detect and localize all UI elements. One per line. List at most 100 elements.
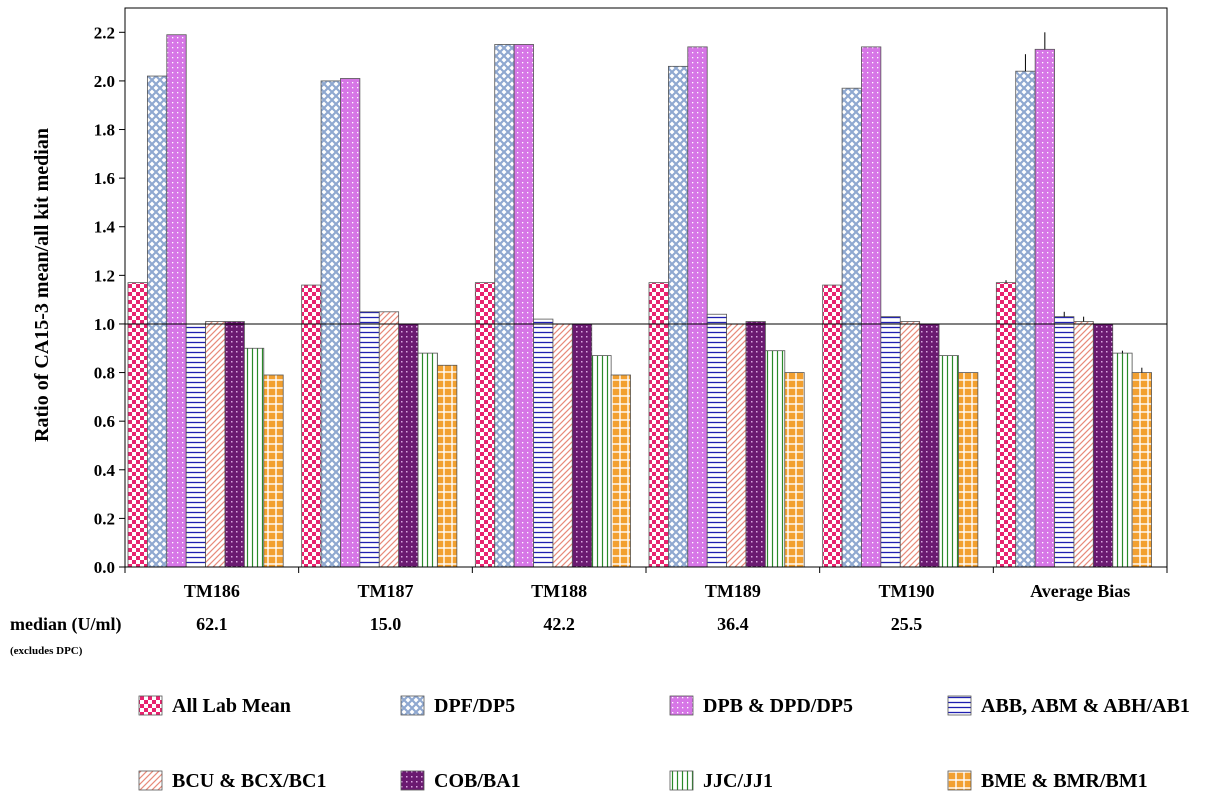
bar xyxy=(1034,48,1055,568)
bar xyxy=(571,323,593,568)
legend-swatch xyxy=(400,770,425,791)
bar xyxy=(243,347,265,568)
legend-swatch xyxy=(669,695,694,716)
legend-item: BME & BMR/BM1 xyxy=(947,770,1148,792)
bar xyxy=(1112,352,1133,568)
y-tick-label: 0.4 xyxy=(94,461,116,480)
bar-series-group xyxy=(127,34,1152,568)
y-tick-label: 1.0 xyxy=(94,315,115,334)
median-value: 25.5 xyxy=(891,614,923,634)
bar xyxy=(610,374,631,568)
bar xyxy=(437,364,458,568)
x-tick-label: Average Bias xyxy=(1030,581,1130,601)
legend-label: COB/BA1 xyxy=(434,770,521,792)
legend-item: All Lab Mean xyxy=(138,695,291,717)
bar xyxy=(784,372,805,568)
error-bar-group xyxy=(1005,32,1143,373)
bar xyxy=(880,316,901,568)
bar xyxy=(552,323,573,568)
bar xyxy=(995,282,1017,568)
legend-label: DPF/DP5 xyxy=(434,695,515,717)
bar xyxy=(263,374,284,568)
legend-item: COB/BA1 xyxy=(400,770,521,792)
y-tick-label: 0.6 xyxy=(94,412,115,431)
legend: All Lab Mean DPF/DP5 DPB & DPD/DP5 ABB, ABM… xyxy=(138,695,1190,792)
x-tick-label: TM189 xyxy=(705,581,761,601)
bar xyxy=(687,46,708,568)
legend-item: DPF/DP5 xyxy=(400,695,515,717)
y-axis-label: Ratio of CA15-3 mean/all kit median xyxy=(31,128,53,442)
legend-label: DPB & DPD/DP5 xyxy=(703,695,853,717)
legend-label: BME & BMR/BM1 xyxy=(981,770,1148,792)
bar xyxy=(474,282,496,568)
bar xyxy=(919,323,940,568)
legend-item: JJC/JJ1 xyxy=(669,770,773,792)
median-label: median (U/ml) xyxy=(10,614,122,635)
bar xyxy=(861,46,882,568)
legend-swatch xyxy=(669,770,694,791)
y-tick-label: 0.0 xyxy=(94,558,115,577)
bar xyxy=(591,355,612,568)
bar xyxy=(1015,70,1036,568)
bar xyxy=(340,78,361,568)
median-note: (excludes DPC) xyxy=(10,645,83,657)
x-tick-label: TM186 xyxy=(184,581,240,601)
y-tick-label: 0.2 xyxy=(94,509,115,528)
legend-label: BCU & BCX/BC1 xyxy=(172,770,326,792)
median-value: 42.2 xyxy=(543,614,575,634)
bar xyxy=(726,323,747,568)
y-tick-label: 1.8 xyxy=(94,121,115,140)
bar xyxy=(899,321,921,568)
x-tick-label: TM188 xyxy=(531,581,587,601)
legend-label: JJC/JJ1 xyxy=(703,770,773,792)
y-tick-label: 2.0 xyxy=(94,72,115,91)
bar xyxy=(1092,323,1114,568)
bar xyxy=(1073,321,1094,568)
legend-swatch xyxy=(947,770,972,791)
bar xyxy=(378,311,400,568)
bar xyxy=(533,318,554,568)
bar xyxy=(648,282,669,568)
legend-label: ABB, ABM & ABH/AB1 xyxy=(981,695,1190,717)
bar xyxy=(494,44,515,568)
y-tick-label: 1.6 xyxy=(94,169,115,188)
bar xyxy=(359,311,380,568)
bar xyxy=(668,65,689,568)
legend-item: BCU & BCX/BC1 xyxy=(138,770,326,792)
legend-item: ABB, ABM & ABH/AB1 xyxy=(947,695,1190,717)
y-axis: 0.0 0.2 0.4 0.6 0.8 1.0 1.2 1.4 1.6 1.8 2.0 2.2 xyxy=(94,23,125,577)
x-tick-label: TM190 xyxy=(879,581,935,601)
x-axis: TM186 TM187 TM188 TM189 TM190 Average Bias xyxy=(124,567,1168,601)
median-value: 62.1 xyxy=(196,614,228,634)
bar xyxy=(765,350,786,568)
legend-swatch xyxy=(138,695,163,716)
bar xyxy=(224,321,245,568)
median-value: 15.0 xyxy=(370,614,402,634)
legend-label: All Lab Mean xyxy=(172,695,291,717)
bar xyxy=(185,323,206,568)
legend-swatch xyxy=(138,770,163,791)
y-tick-label: 2.2 xyxy=(94,23,115,42)
bar xyxy=(166,34,187,568)
bar xyxy=(398,323,419,568)
legend-swatch xyxy=(947,695,972,716)
bar xyxy=(822,284,843,568)
bar xyxy=(205,321,226,568)
median-value: 36.4 xyxy=(717,614,749,634)
x-tick-label: TM187 xyxy=(358,581,414,601)
bar xyxy=(706,313,728,568)
bar xyxy=(745,321,766,568)
bar xyxy=(1131,372,1152,568)
bar xyxy=(146,75,168,568)
bar xyxy=(513,44,534,568)
bar xyxy=(1054,316,1075,568)
y-tick-label: 1.2 xyxy=(94,266,115,285)
bar xyxy=(841,87,862,568)
bar xyxy=(301,284,322,568)
y-tick-label: 1.4 xyxy=(94,218,116,237)
bar xyxy=(958,372,979,568)
median-row: median (U/ml) (excludes DPC) 62.1 15.0 42.… xyxy=(10,614,922,657)
bar xyxy=(417,352,438,568)
bar xyxy=(127,282,148,568)
